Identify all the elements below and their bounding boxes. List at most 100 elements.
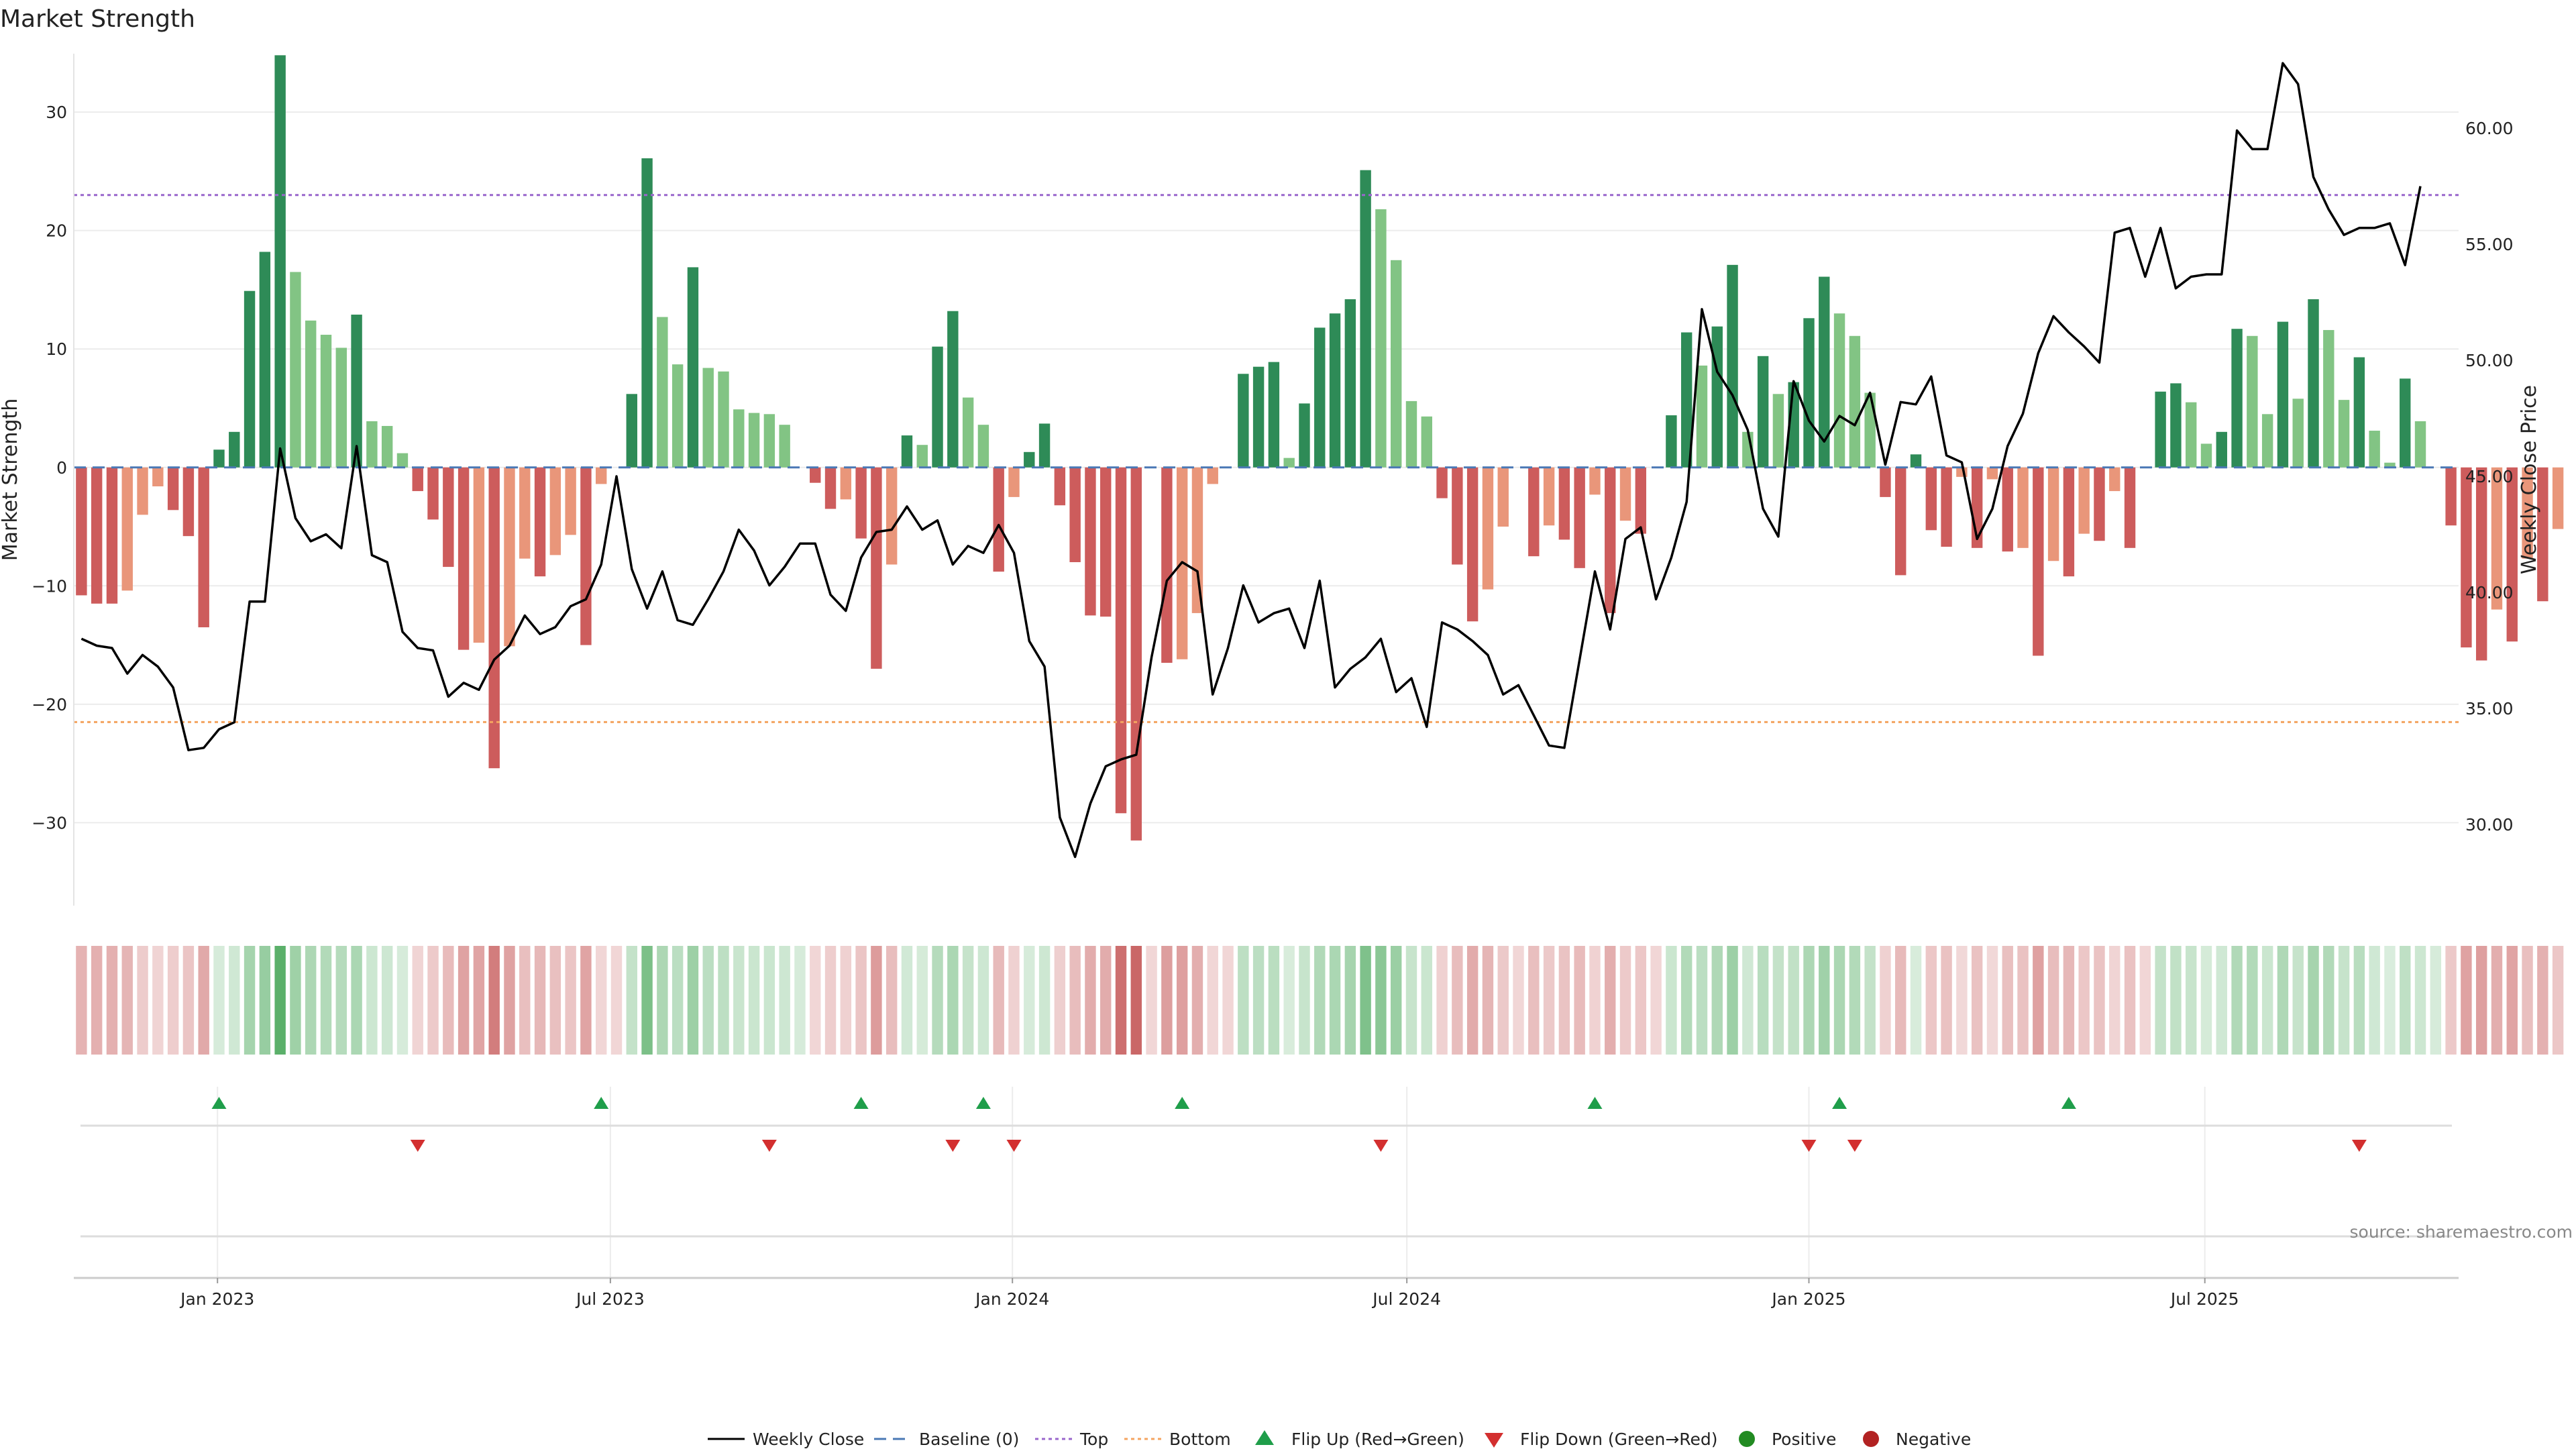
heat-cell xyxy=(229,946,240,1055)
strength-bar xyxy=(2537,467,2548,602)
strength-bar xyxy=(626,394,637,468)
heat-cell xyxy=(2170,946,2182,1055)
strength-bar xyxy=(932,346,943,468)
strength-bar xyxy=(916,445,928,468)
heat-cell xyxy=(2017,946,2029,1055)
strength-bar xyxy=(657,317,668,468)
strength-bar xyxy=(137,467,148,515)
strength-bar xyxy=(2261,414,2273,468)
heat-cell xyxy=(2002,946,2013,1055)
strength-bar xyxy=(1819,276,1830,468)
heat-cell xyxy=(2261,946,2273,1055)
heat-cell xyxy=(1849,946,1861,1055)
heat-cell xyxy=(1130,946,1142,1055)
strength-bar xyxy=(718,371,729,468)
heat-cell xyxy=(718,946,729,1055)
strength-bar xyxy=(182,467,195,537)
strength-bar xyxy=(1299,403,1310,468)
heat-cell xyxy=(977,946,989,1055)
strength-bar xyxy=(167,467,179,511)
heat-cell xyxy=(2277,946,2289,1055)
x-tick-label: Jul 2025 xyxy=(2169,1289,2239,1309)
heat-cell xyxy=(871,946,882,1055)
flip-up-marker xyxy=(853,1097,869,1109)
heat-cell xyxy=(1558,946,1570,1055)
heat-cell xyxy=(1482,946,1494,1055)
heat-cell xyxy=(748,946,760,1055)
heat-cell xyxy=(1757,946,1769,1055)
heat-cell xyxy=(351,946,362,1055)
heat-cell xyxy=(198,946,209,1055)
strength-bar xyxy=(641,158,653,468)
heat-cell xyxy=(1375,946,1387,1055)
heat-cell xyxy=(2552,946,2564,1055)
heat-cell xyxy=(1100,946,1112,1055)
heat-cell xyxy=(1513,946,1524,1055)
heat-cell xyxy=(2414,946,2426,1055)
heat-cell xyxy=(1619,946,1631,1055)
flip-down-marker xyxy=(1006,1140,1022,1152)
strength-bar xyxy=(1390,260,1402,468)
heat-cell xyxy=(2491,946,2503,1055)
legend-label: Negative xyxy=(1896,1430,1971,1449)
heat-cell xyxy=(91,946,103,1055)
positive-dot-icon xyxy=(1739,1431,1755,1447)
chart-title: Market Strength xyxy=(0,5,195,33)
heat-cell xyxy=(2475,946,2487,1055)
heat-cell xyxy=(2384,946,2396,1055)
strength-bar xyxy=(2308,299,2319,468)
heat-cell xyxy=(932,946,943,1055)
y-tick-left-label: −10 xyxy=(32,576,67,596)
heat-cell xyxy=(1574,946,1585,1055)
strength-bar xyxy=(1207,467,1218,484)
y-tick-left-label: 0 xyxy=(56,458,67,478)
strength-bar xyxy=(810,467,821,483)
y-axis-right-label: Weekly Close Price xyxy=(2518,385,2541,574)
heat-cell xyxy=(2200,946,2212,1055)
heat-cell xyxy=(2047,946,2059,1055)
heat-cell xyxy=(106,946,118,1055)
strength-bar xyxy=(1895,467,1907,576)
heat-cell xyxy=(672,946,684,1055)
heat-cell xyxy=(1191,946,1203,1055)
strength-bar xyxy=(1574,467,1585,568)
heat-cell xyxy=(335,946,347,1055)
heat-cell xyxy=(1161,946,1173,1055)
strength-bar xyxy=(1803,318,1815,468)
heat-cell xyxy=(1910,946,1922,1055)
heat-cell xyxy=(1880,946,1891,1055)
strength-bar xyxy=(1941,467,1952,547)
heat-cell xyxy=(137,946,148,1055)
strength-bar xyxy=(1757,356,1769,468)
flip-up-marker xyxy=(211,1097,227,1109)
strength-bar xyxy=(427,467,439,520)
strength-bar xyxy=(2292,398,2304,468)
y-tick-right-label: 40.00 xyxy=(2465,583,2514,602)
flip-up-marker xyxy=(975,1097,991,1109)
y-tick-right-label: 45.00 xyxy=(2465,467,2514,486)
legend-label: Weekly Close xyxy=(753,1430,864,1449)
heat-cell xyxy=(1405,946,1417,1055)
strength-bar xyxy=(274,55,286,468)
heat-cell xyxy=(1986,946,1998,1055)
heat-cell xyxy=(1666,946,1677,1055)
heat-cell xyxy=(1650,946,1662,1055)
strength-bar xyxy=(2094,467,2105,541)
strength-bar xyxy=(2400,378,2411,468)
strength-bar xyxy=(885,467,898,565)
strength-bar xyxy=(443,467,454,568)
strength-bar xyxy=(977,425,989,468)
heat-cell xyxy=(2461,946,2472,1055)
heat-cell xyxy=(1436,946,1448,1055)
strength-bar xyxy=(1666,415,1677,468)
y-tick-right-label: 35.00 xyxy=(2465,699,2514,718)
heat-cell xyxy=(2109,946,2121,1055)
heat-cell xyxy=(244,946,256,1055)
strength-bar xyxy=(2445,467,2457,526)
heat-cell xyxy=(274,946,286,1055)
strength-bar xyxy=(748,413,760,468)
strength-bar xyxy=(1283,458,1295,468)
flip-up-marker xyxy=(2061,1097,2076,1109)
